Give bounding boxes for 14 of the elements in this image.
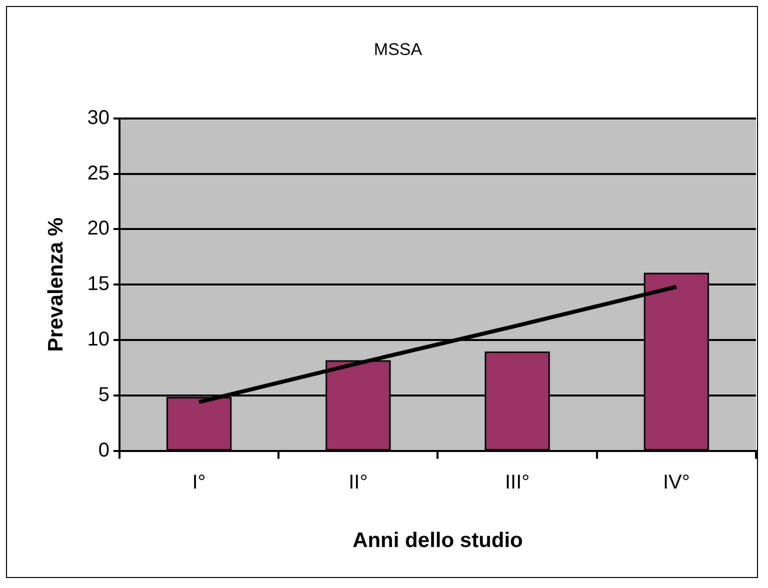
y-tick-label: 15 bbox=[87, 273, 110, 296]
x-tick-label: II° bbox=[348, 471, 368, 494]
x-tick-label: III° bbox=[504, 471, 530, 494]
x-axis-title: Anni dello studio bbox=[352, 529, 523, 552]
y-tick-label: 25 bbox=[87, 162, 110, 184]
y-tick-label: 10 bbox=[87, 328, 110, 351]
x-tick-label: IV° bbox=[662, 471, 690, 494]
y-tick-label: 30 bbox=[87, 106, 110, 129]
y-axis-title: Prevalenza % bbox=[44, 217, 68, 352]
chart-title: MSSA bbox=[374, 40, 423, 59]
y-tick-label: 0 bbox=[98, 439, 110, 462]
y-tick-label: 20 bbox=[87, 218, 110, 240]
x-tick-label: I° bbox=[192, 471, 206, 494]
y-tick-label: 5 bbox=[98, 384, 110, 406]
